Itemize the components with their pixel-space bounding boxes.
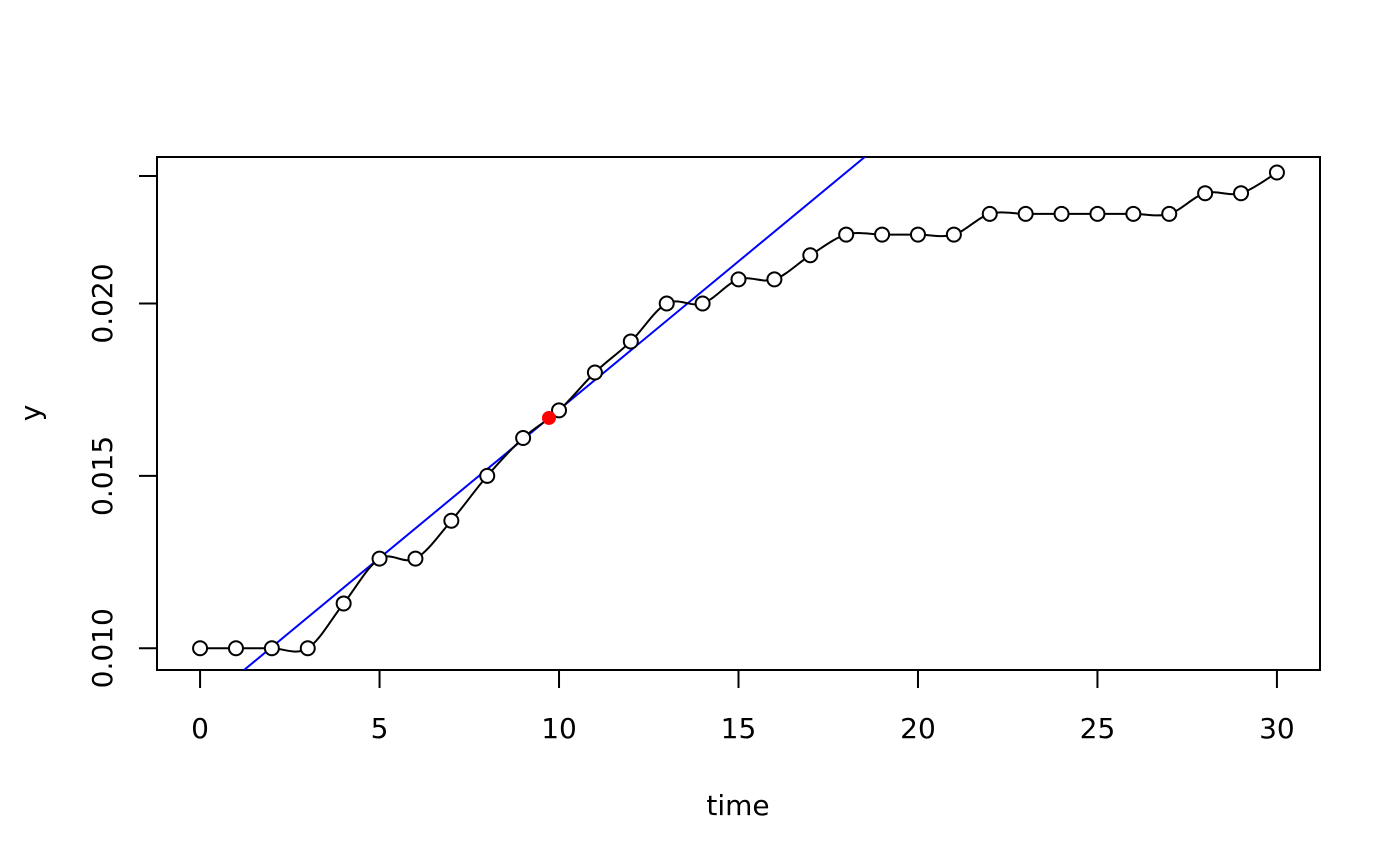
data-point xyxy=(586,364,603,381)
data-point xyxy=(407,550,424,567)
tangent-line xyxy=(242,157,867,670)
data-point xyxy=(1233,185,1250,202)
data-point xyxy=(192,640,209,657)
data-point xyxy=(909,226,926,243)
data-point xyxy=(443,512,460,529)
data-point xyxy=(874,226,891,243)
x-axis: 0 5 10 15 20 25 30 xyxy=(191,669,1295,745)
data-point xyxy=(299,640,316,657)
data-point xyxy=(730,271,747,288)
data-point xyxy=(658,295,675,312)
data-point xyxy=(1125,205,1142,222)
data-point xyxy=(802,247,819,264)
data-point xyxy=(1197,185,1214,202)
x-tick-label: 10 xyxy=(541,712,577,745)
data-point xyxy=(766,271,783,288)
x-axis-title: time xyxy=(706,789,769,822)
data-point xyxy=(263,640,280,657)
y-tick-label: 0.020 xyxy=(86,263,119,343)
data-point xyxy=(227,640,244,657)
x-tick-label: 25 xyxy=(1080,712,1116,745)
data-point xyxy=(945,226,962,243)
y-axis: 0.010 0.015 0.020 xyxy=(86,174,158,688)
data-point xyxy=(1053,205,1070,222)
y-axis-title: y xyxy=(14,405,47,422)
y-tick-label: 0.010 xyxy=(86,608,119,688)
x-tick-label: 5 xyxy=(371,712,389,745)
data-point xyxy=(981,205,998,222)
data-point xyxy=(515,429,532,446)
data-point xyxy=(371,550,388,567)
data-point xyxy=(1089,205,1106,222)
x-tick-label: 15 xyxy=(721,712,757,745)
data-point xyxy=(335,595,352,612)
data-points xyxy=(192,164,1285,657)
smooth-curve xyxy=(200,171,1278,653)
highlight-point xyxy=(541,410,556,425)
data-point xyxy=(838,226,855,243)
data-point xyxy=(1268,164,1285,181)
data-point xyxy=(479,467,496,484)
data-point xyxy=(694,295,711,312)
x-tick-label: 30 xyxy=(1259,712,1295,745)
x-tick-label: 20 xyxy=(900,712,936,745)
data-point xyxy=(622,333,639,350)
data-point xyxy=(1017,205,1034,222)
y-tick-label: 0.015 xyxy=(86,436,119,516)
data-point xyxy=(1161,205,1178,222)
data-point xyxy=(551,402,568,419)
x-tick-label: 0 xyxy=(191,712,209,745)
plot-frame xyxy=(156,156,1321,671)
